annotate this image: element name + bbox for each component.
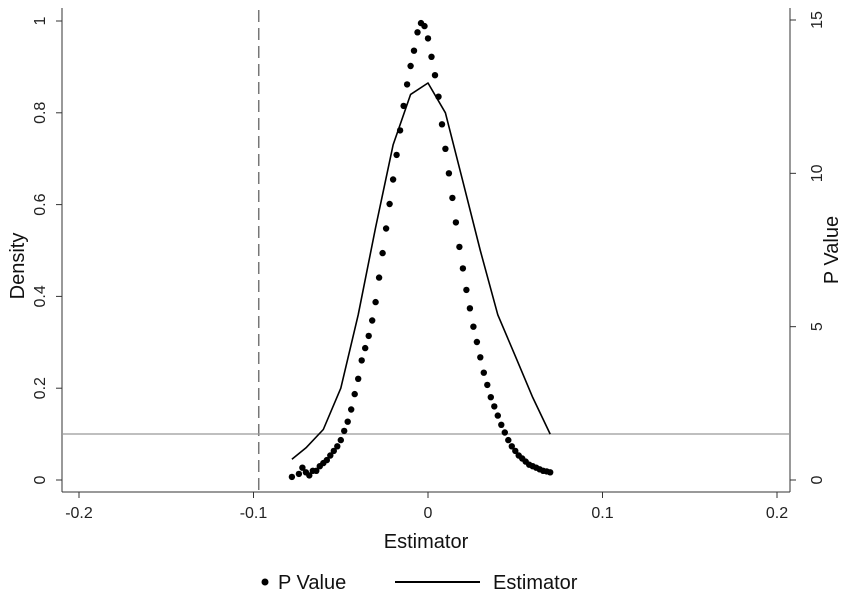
- p-value-point: [348, 406, 355, 413]
- p-value-point: [369, 317, 376, 324]
- p-value-point: [379, 249, 386, 257]
- p-value-point: [491, 403, 498, 410]
- p-value-point: [463, 286, 470, 294]
- p-value-point: [330, 447, 337, 455]
- p-value-point: [372, 298, 379, 306]
- estimator-line: [291, 82, 551, 460]
- y-right-tick-label: 5: [809, 322, 826, 331]
- p-value-point: [438, 121, 446, 128]
- legend: P Value Estimator: [261, 572, 578, 594]
- p-value-point: [337, 436, 344, 444]
- p-value-point: [403, 81, 411, 88]
- p-value-point: [313, 467, 320, 474]
- p-value-point: [299, 464, 306, 471]
- p-value-point: [327, 452, 334, 459]
- y-right-tick-label: 10: [809, 164, 826, 182]
- p-value-point: [498, 421, 505, 428]
- p-value-point: [508, 443, 515, 450]
- p-value-point: [400, 102, 407, 110]
- x-tick-label: -0.1: [240, 505, 268, 522]
- p-value-point: [295, 470, 303, 478]
- p-value-point: [334, 443, 341, 450]
- p-value-point: [382, 225, 390, 232]
- y-right-tick-label: 15: [809, 11, 826, 29]
- x-tick-label: 0: [424, 505, 433, 522]
- p-value-point: [473, 338, 481, 346]
- legend-estimator-label: Estimator: [493, 572, 578, 594]
- reference-lines: [62, 10, 790, 492]
- p-value-point: [487, 394, 494, 401]
- p-value-point: [505, 436, 512, 444]
- p-value-point: [459, 265, 467, 272]
- p-value-point: [375, 274, 383, 281]
- p-value-point: [421, 22, 428, 30]
- y-left-tick-label: 1: [32, 16, 49, 25]
- p-value-point: [501, 429, 508, 436]
- p-value-point: [456, 243, 463, 251]
- p-value-point: [407, 62, 414, 70]
- x-tick-label: 0.2: [766, 505, 788, 522]
- p-value-point: [355, 375, 362, 382]
- y-left-tick-label: 0.4: [32, 285, 49, 307]
- p-value-point: [445, 170, 453, 177]
- p-value-point: [386, 200, 393, 208]
- p-value-point: [288, 473, 296, 481]
- p-value-point: [452, 219, 460, 226]
- p-value-point: [431, 72, 439, 79]
- p-value-point: [442, 145, 449, 152]
- p-value-point: [410, 47, 418, 54]
- y-axis-left-title: Density: [7, 233, 29, 300]
- legend-pvalue-marker: [261, 578, 269, 586]
- p-value-point: [358, 357, 365, 364]
- y-left-tick-label: 0: [32, 475, 49, 484]
- y-axis-right-title: P Value: [821, 216, 843, 284]
- p-value-point: [547, 469, 554, 476]
- legend-pvalue-label: P Value: [278, 572, 346, 594]
- p-value-point: [393, 151, 400, 159]
- p-value-point: [323, 456, 330, 464]
- p-value-point: [512, 447, 519, 455]
- x-tick-label: 0.1: [591, 505, 613, 522]
- p-value-point: [414, 29, 421, 36]
- p-value-point: [351, 390, 358, 398]
- p-value-point: [435, 93, 442, 100]
- p-value-point: [484, 381, 491, 389]
- y-left-tick-label: 0.8: [32, 102, 49, 124]
- p-value-point: [480, 369, 487, 376]
- p-value-point: [424, 35, 432, 42]
- x-axis-title: Estimator: [384, 531, 469, 553]
- p-value-point: [449, 194, 456, 202]
- estimator-series: [291, 82, 551, 460]
- p-value-point: [466, 305, 474, 312]
- y-left-tick-label: 0.6: [32, 193, 49, 215]
- p-value-point: [477, 354, 484, 361]
- p-value-point: [494, 412, 501, 419]
- p-value-point: [470, 323, 477, 330]
- p-value-series: [288, 19, 554, 481]
- x-tick-label: -0.2: [65, 505, 93, 522]
- p-value-point: [365, 332, 372, 340]
- y-right-tick-label: 0: [809, 475, 826, 484]
- p-value-point: [389, 176, 397, 183]
- p-value-point: [341, 427, 348, 435]
- p-value-point: [362, 344, 369, 352]
- y-left-tick-label: 0.2: [32, 377, 49, 399]
- p-value-point: [428, 53, 435, 60]
- p-value-point: [396, 127, 404, 134]
- p-value-point: [306, 472, 313, 479]
- p-value-point: [344, 418, 351, 425]
